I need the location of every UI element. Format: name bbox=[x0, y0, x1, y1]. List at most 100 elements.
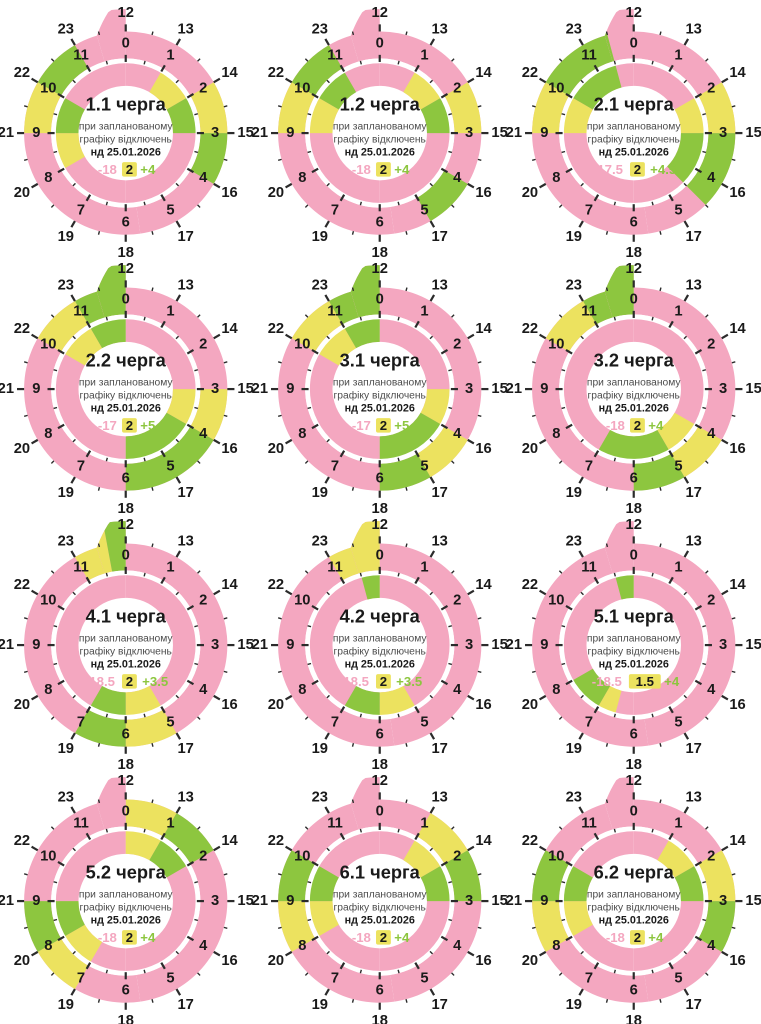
svg-text:7: 7 bbox=[585, 203, 593, 219]
svg-text:17: 17 bbox=[431, 741, 447, 757]
svg-text:3: 3 bbox=[465, 125, 473, 141]
svg-text:19: 19 bbox=[312, 485, 328, 501]
svg-text:-18.5: -18.5 bbox=[85, 674, 115, 689]
svg-text:2: 2 bbox=[634, 418, 641, 433]
svg-text:22: 22 bbox=[14, 577, 30, 593]
svg-text:2: 2 bbox=[380, 930, 387, 945]
svg-text:15: 15 bbox=[745, 637, 761, 653]
svg-text:19: 19 bbox=[58, 997, 74, 1013]
svg-text:22: 22 bbox=[522, 321, 538, 337]
svg-text:0: 0 bbox=[122, 36, 130, 52]
svg-text:9: 9 bbox=[286, 381, 294, 397]
svg-text:1: 1 bbox=[166, 560, 174, 576]
svg-text:16: 16 bbox=[221, 185, 237, 201]
svg-text:10: 10 bbox=[548, 336, 564, 352]
svg-text:12: 12 bbox=[118, 5, 134, 21]
svg-text:3: 3 bbox=[465, 893, 473, 909]
svg-text:12: 12 bbox=[118, 261, 134, 277]
svg-text:2: 2 bbox=[380, 674, 387, 689]
svg-text:3.2 черга: 3.2 черга bbox=[594, 349, 675, 370]
svg-text:16: 16 bbox=[221, 697, 237, 713]
svg-text:+4: +4 bbox=[648, 418, 664, 433]
svg-text:14: 14 bbox=[221, 833, 238, 849]
svg-text:17: 17 bbox=[177, 741, 193, 757]
svg-text:+4: +4 bbox=[648, 930, 664, 945]
svg-text:4: 4 bbox=[453, 682, 462, 698]
svg-text:нд 25.01.2026: нд 25.01.2026 bbox=[91, 403, 161, 415]
svg-text:13: 13 bbox=[431, 789, 447, 805]
svg-text:0: 0 bbox=[376, 292, 384, 308]
svg-text:9: 9 bbox=[286, 893, 294, 909]
svg-text:19: 19 bbox=[58, 229, 74, 245]
svg-text:4: 4 bbox=[199, 426, 208, 442]
svg-text:0: 0 bbox=[122, 548, 130, 564]
svg-text:1: 1 bbox=[420, 48, 428, 64]
svg-text:14: 14 bbox=[475, 321, 492, 337]
svg-text:10: 10 bbox=[40, 848, 56, 864]
svg-text:нд 25.01.2026: нд 25.01.2026 bbox=[91, 659, 161, 671]
svg-text:8: 8 bbox=[552, 682, 560, 698]
svg-text:14: 14 bbox=[729, 833, 746, 849]
svg-text:23: 23 bbox=[58, 789, 74, 805]
svg-text:5.1 черга: 5.1 черга bbox=[594, 605, 675, 626]
svg-text:2: 2 bbox=[199, 336, 207, 352]
svg-text:5: 5 bbox=[674, 971, 682, 987]
svg-text:17: 17 bbox=[431, 485, 447, 501]
svg-text:2: 2 bbox=[199, 592, 207, 608]
svg-text:11: 11 bbox=[581, 816, 597, 832]
svg-text:13: 13 bbox=[177, 277, 193, 293]
svg-text:6: 6 bbox=[630, 982, 638, 998]
svg-text:2.2 черга: 2.2 черга bbox=[86, 349, 167, 370]
svg-text:3: 3 bbox=[719, 637, 727, 653]
svg-text:13: 13 bbox=[177, 21, 193, 37]
svg-text:16: 16 bbox=[729, 441, 745, 457]
svg-text:при запланованому: при запланованому bbox=[333, 122, 428, 133]
svg-text:при запланованому: при запланованому bbox=[333, 890, 428, 901]
svg-text:17: 17 bbox=[685, 741, 701, 757]
svg-text:нд 25.01.2026: нд 25.01.2026 bbox=[91, 915, 161, 927]
svg-text:16: 16 bbox=[475, 441, 491, 457]
svg-text:1: 1 bbox=[420, 560, 428, 576]
svg-text:6.1 черга: 6.1 черга bbox=[340, 861, 421, 882]
svg-text:21: 21 bbox=[252, 381, 268, 397]
svg-text:6: 6 bbox=[122, 982, 130, 998]
svg-text:1.1 черга: 1.1 черга bbox=[86, 93, 167, 114]
svg-text:13: 13 bbox=[685, 277, 701, 293]
svg-text:2: 2 bbox=[634, 930, 641, 945]
svg-text:6: 6 bbox=[630, 214, 638, 230]
svg-text:графіку відключень: графіку відключень bbox=[334, 133, 426, 145]
svg-text:5: 5 bbox=[674, 715, 682, 731]
svg-text:20: 20 bbox=[14, 185, 30, 201]
svg-text:6: 6 bbox=[376, 214, 384, 230]
svg-text:9: 9 bbox=[32, 637, 40, 653]
svg-text:11: 11 bbox=[73, 304, 89, 320]
svg-text:7: 7 bbox=[331, 971, 339, 987]
svg-text:4: 4 bbox=[453, 938, 462, 954]
svg-text:3: 3 bbox=[211, 893, 219, 909]
svg-text:7: 7 bbox=[77, 203, 85, 219]
svg-text:12: 12 bbox=[626, 261, 642, 277]
svg-text:5.2 черга: 5.2 черга bbox=[86, 861, 167, 882]
svg-text:4: 4 bbox=[707, 170, 716, 186]
svg-text:19: 19 bbox=[566, 229, 582, 245]
svg-text:23: 23 bbox=[566, 533, 582, 549]
svg-text:2: 2 bbox=[453, 592, 461, 608]
svg-text:5: 5 bbox=[166, 203, 174, 219]
svg-text:22: 22 bbox=[522, 577, 538, 593]
svg-text:10: 10 bbox=[548, 80, 564, 96]
svg-text:16: 16 bbox=[475, 953, 491, 969]
svg-text:16: 16 bbox=[729, 185, 745, 201]
svg-text:2: 2 bbox=[199, 848, 207, 864]
svg-text:1: 1 bbox=[674, 304, 682, 320]
svg-text:11: 11 bbox=[581, 304, 597, 320]
svg-text:11: 11 bbox=[73, 48, 89, 64]
svg-text:при запланованому: при запланованому bbox=[79, 378, 174, 389]
svg-text:8: 8 bbox=[298, 682, 306, 698]
svg-text:9: 9 bbox=[540, 381, 548, 397]
svg-text:11: 11 bbox=[327, 304, 343, 320]
svg-text:23: 23 bbox=[312, 533, 328, 549]
svg-text:12: 12 bbox=[372, 261, 388, 277]
svg-text:8: 8 bbox=[552, 426, 560, 442]
svg-text:10: 10 bbox=[294, 848, 310, 864]
svg-text:6: 6 bbox=[122, 726, 130, 742]
